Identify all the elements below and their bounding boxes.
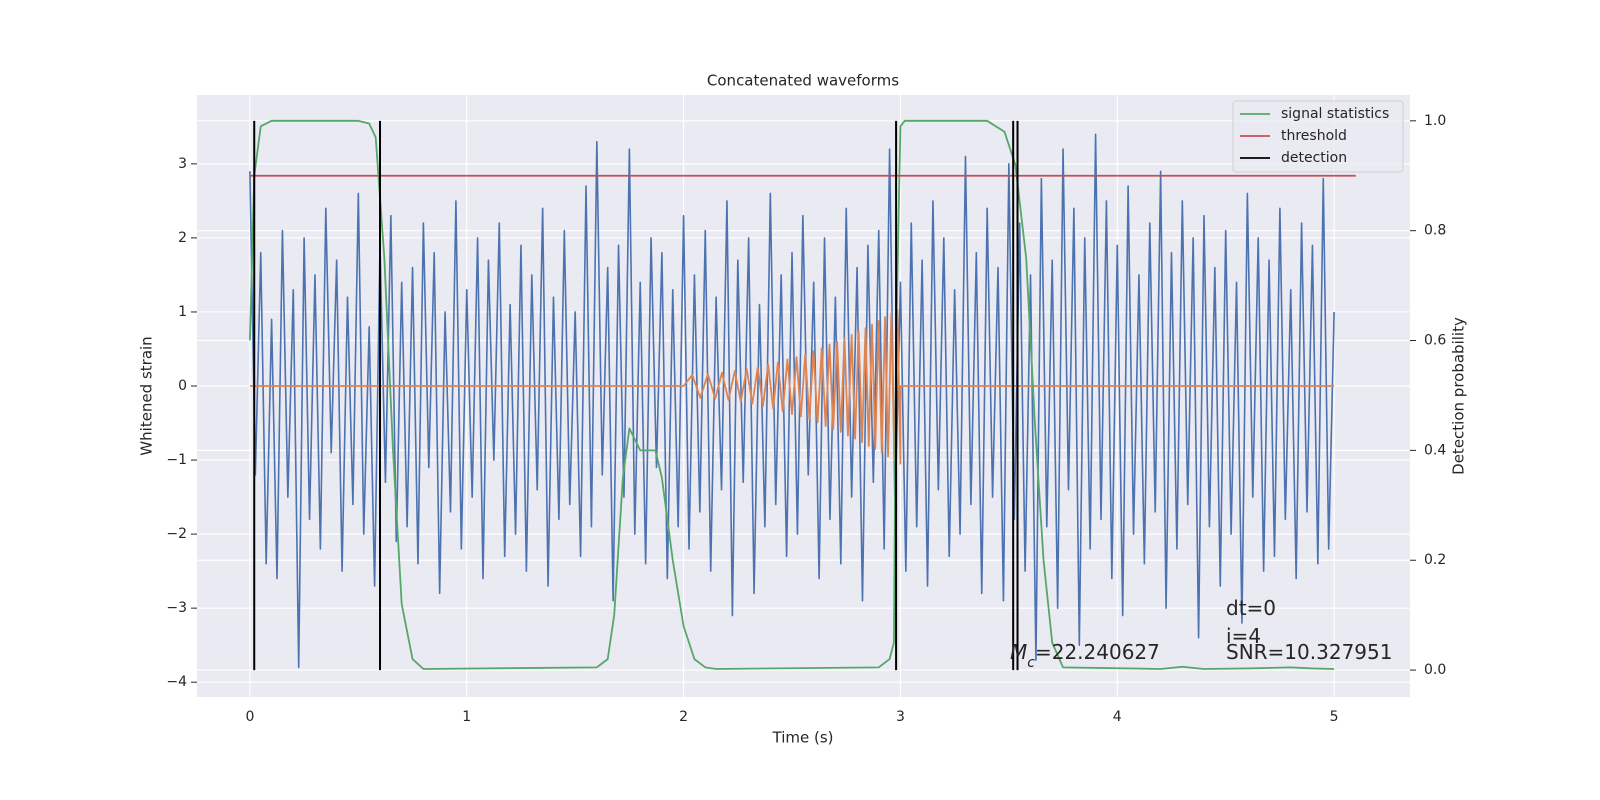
x-tick-label: 1 [462,709,471,725]
annotation: dt=0 [1226,596,1276,620]
mc-symbol: M [1010,640,1027,664]
legend: signal statistics threshold detection [1232,100,1404,173]
x-tick-label: 4 [1113,709,1122,725]
series-line [249,308,1335,465]
y-tick-label: 2 [178,230,187,246]
y2-axis-label: Detection probability [1450,317,1468,475]
legend-label: signal statistics [1281,106,1389,122]
y-axis-label: Whitened strain [138,336,156,455]
x-axis-label: Time (s) [772,729,834,747]
mc-annotation: Mc=22.240627 [1010,640,1160,671]
mc-subscript: c [1027,655,1035,671]
y2-tick-label: 0.4 [1424,442,1446,458]
y-tick-label: −1 [166,452,187,468]
legend-label: threshold [1281,128,1347,144]
y-tick-label: 0 [178,378,187,394]
x-tick-label: 3 [896,709,905,725]
chart-title: Concatenated waveforms [707,72,899,90]
series-line [249,119,1335,670]
x-tick-label: 5 [1330,709,1339,725]
y-tick-label: 1 [178,304,187,320]
y-tick-label: 3 [178,156,187,172]
x-tick-label: 2 [679,709,688,725]
annotation: SNR=10.327951 [1226,640,1392,664]
series-line [249,133,1335,669]
legend-label: detection [1281,150,1347,166]
x-tick-label: 0 [245,709,254,725]
marks [249,119,1356,671]
legend-box [1232,100,1404,173]
y-tick-label: −3 [166,600,187,616]
ticks: 0 1 2 3 4 5 −4 −3 −2 −1 0 1 2 3 0.0 0.2 0.4 0.6 0.8 1.0 [166,113,1446,725]
y2-tick-label: 0.6 [1424,333,1446,349]
y-tick-label: −2 [166,526,187,542]
y-tick-label: −4 [166,674,187,690]
y2-tick-label: 0.8 [1424,223,1446,239]
mc-value: =22.240627 [1035,640,1160,664]
y2-tick-label: 1.0 [1424,113,1446,129]
y2-tick-label: 0.0 [1424,662,1446,678]
y2-tick-label: 0.2 [1424,552,1446,568]
annotation: i=4 [1226,624,1261,648]
